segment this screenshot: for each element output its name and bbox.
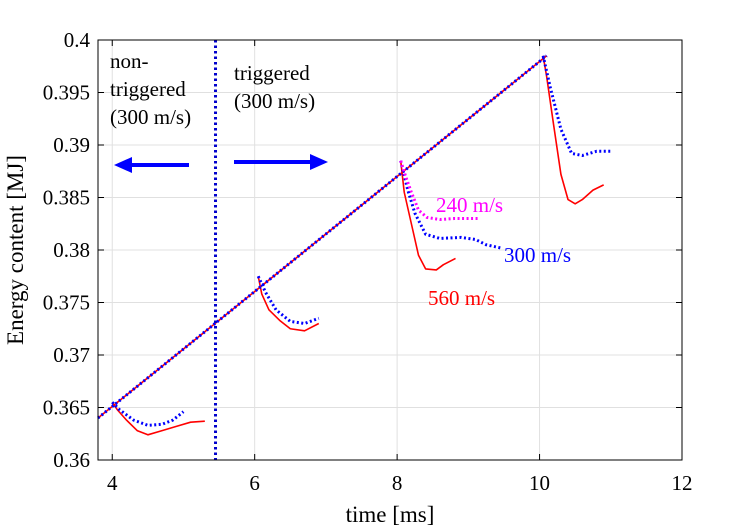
series-300-m-s bbox=[97, 54, 611, 427]
label-triggered-speed: (300 m/s) bbox=[234, 89, 315, 113]
y-tick-label: 0.365 bbox=[43, 396, 90, 420]
ticks: 4 6 8 10 12 0.36 0.365 0.37 0.375 0.38 0.385 0.39 0.… bbox=[43, 28, 693, 495]
series-line bbox=[111, 401, 185, 427]
grid bbox=[98, 40, 682, 460]
arrow-right-icon bbox=[234, 154, 328, 170]
y-tick-label: 0.38 bbox=[53, 238, 90, 262]
series-line bbox=[399, 160, 501, 250]
x-tick-label: 6 bbox=[249, 471, 260, 495]
y-axis-label: Energy content [MJ] bbox=[3, 155, 28, 345]
y-tick-label: 0.375 bbox=[43, 291, 90, 315]
series-line bbox=[111, 401, 205, 436]
annotation-560: 560 m/s bbox=[428, 286, 495, 310]
series-line bbox=[541, 55, 611, 157]
series-line bbox=[97, 54, 548, 420]
series-line bbox=[257, 276, 320, 332]
series-240-m-s bbox=[399, 160, 480, 222]
label-non-triggered: triggered bbox=[110, 77, 186, 101]
series-line bbox=[256, 275, 320, 325]
y-tick-label: 0.39 bbox=[53, 133, 90, 157]
x-tick-label: 4 bbox=[107, 471, 118, 495]
series-line bbox=[399, 160, 456, 271]
y-tick-label: 0.4 bbox=[64, 28, 91, 52]
annotation-240: 240 m/s bbox=[436, 193, 503, 217]
label-non-speed: (300 m/s) bbox=[110, 105, 191, 129]
y-tick-label: 0.395 bbox=[43, 81, 90, 105]
series-line bbox=[399, 160, 480, 222]
y-tick-label: 0.36 bbox=[53, 448, 90, 472]
x-axis-label: time [ms] bbox=[346, 502, 435, 527]
x-tick-label: 8 bbox=[392, 471, 403, 495]
series-line bbox=[542, 55, 605, 205]
x-tick-label: 10 bbox=[529, 471, 550, 495]
series-layer bbox=[97, 54, 611, 436]
y-tick-label: 0.385 bbox=[43, 186, 90, 210]
annotation-300: 300 m/s bbox=[504, 243, 571, 267]
label-triggered: triggered bbox=[234, 61, 310, 85]
arrow-left-icon bbox=[114, 157, 189, 173]
y-tick-label: 0.37 bbox=[53, 343, 90, 367]
x-tick-label: 12 bbox=[672, 471, 693, 495]
label-non: non- bbox=[110, 49, 149, 73]
